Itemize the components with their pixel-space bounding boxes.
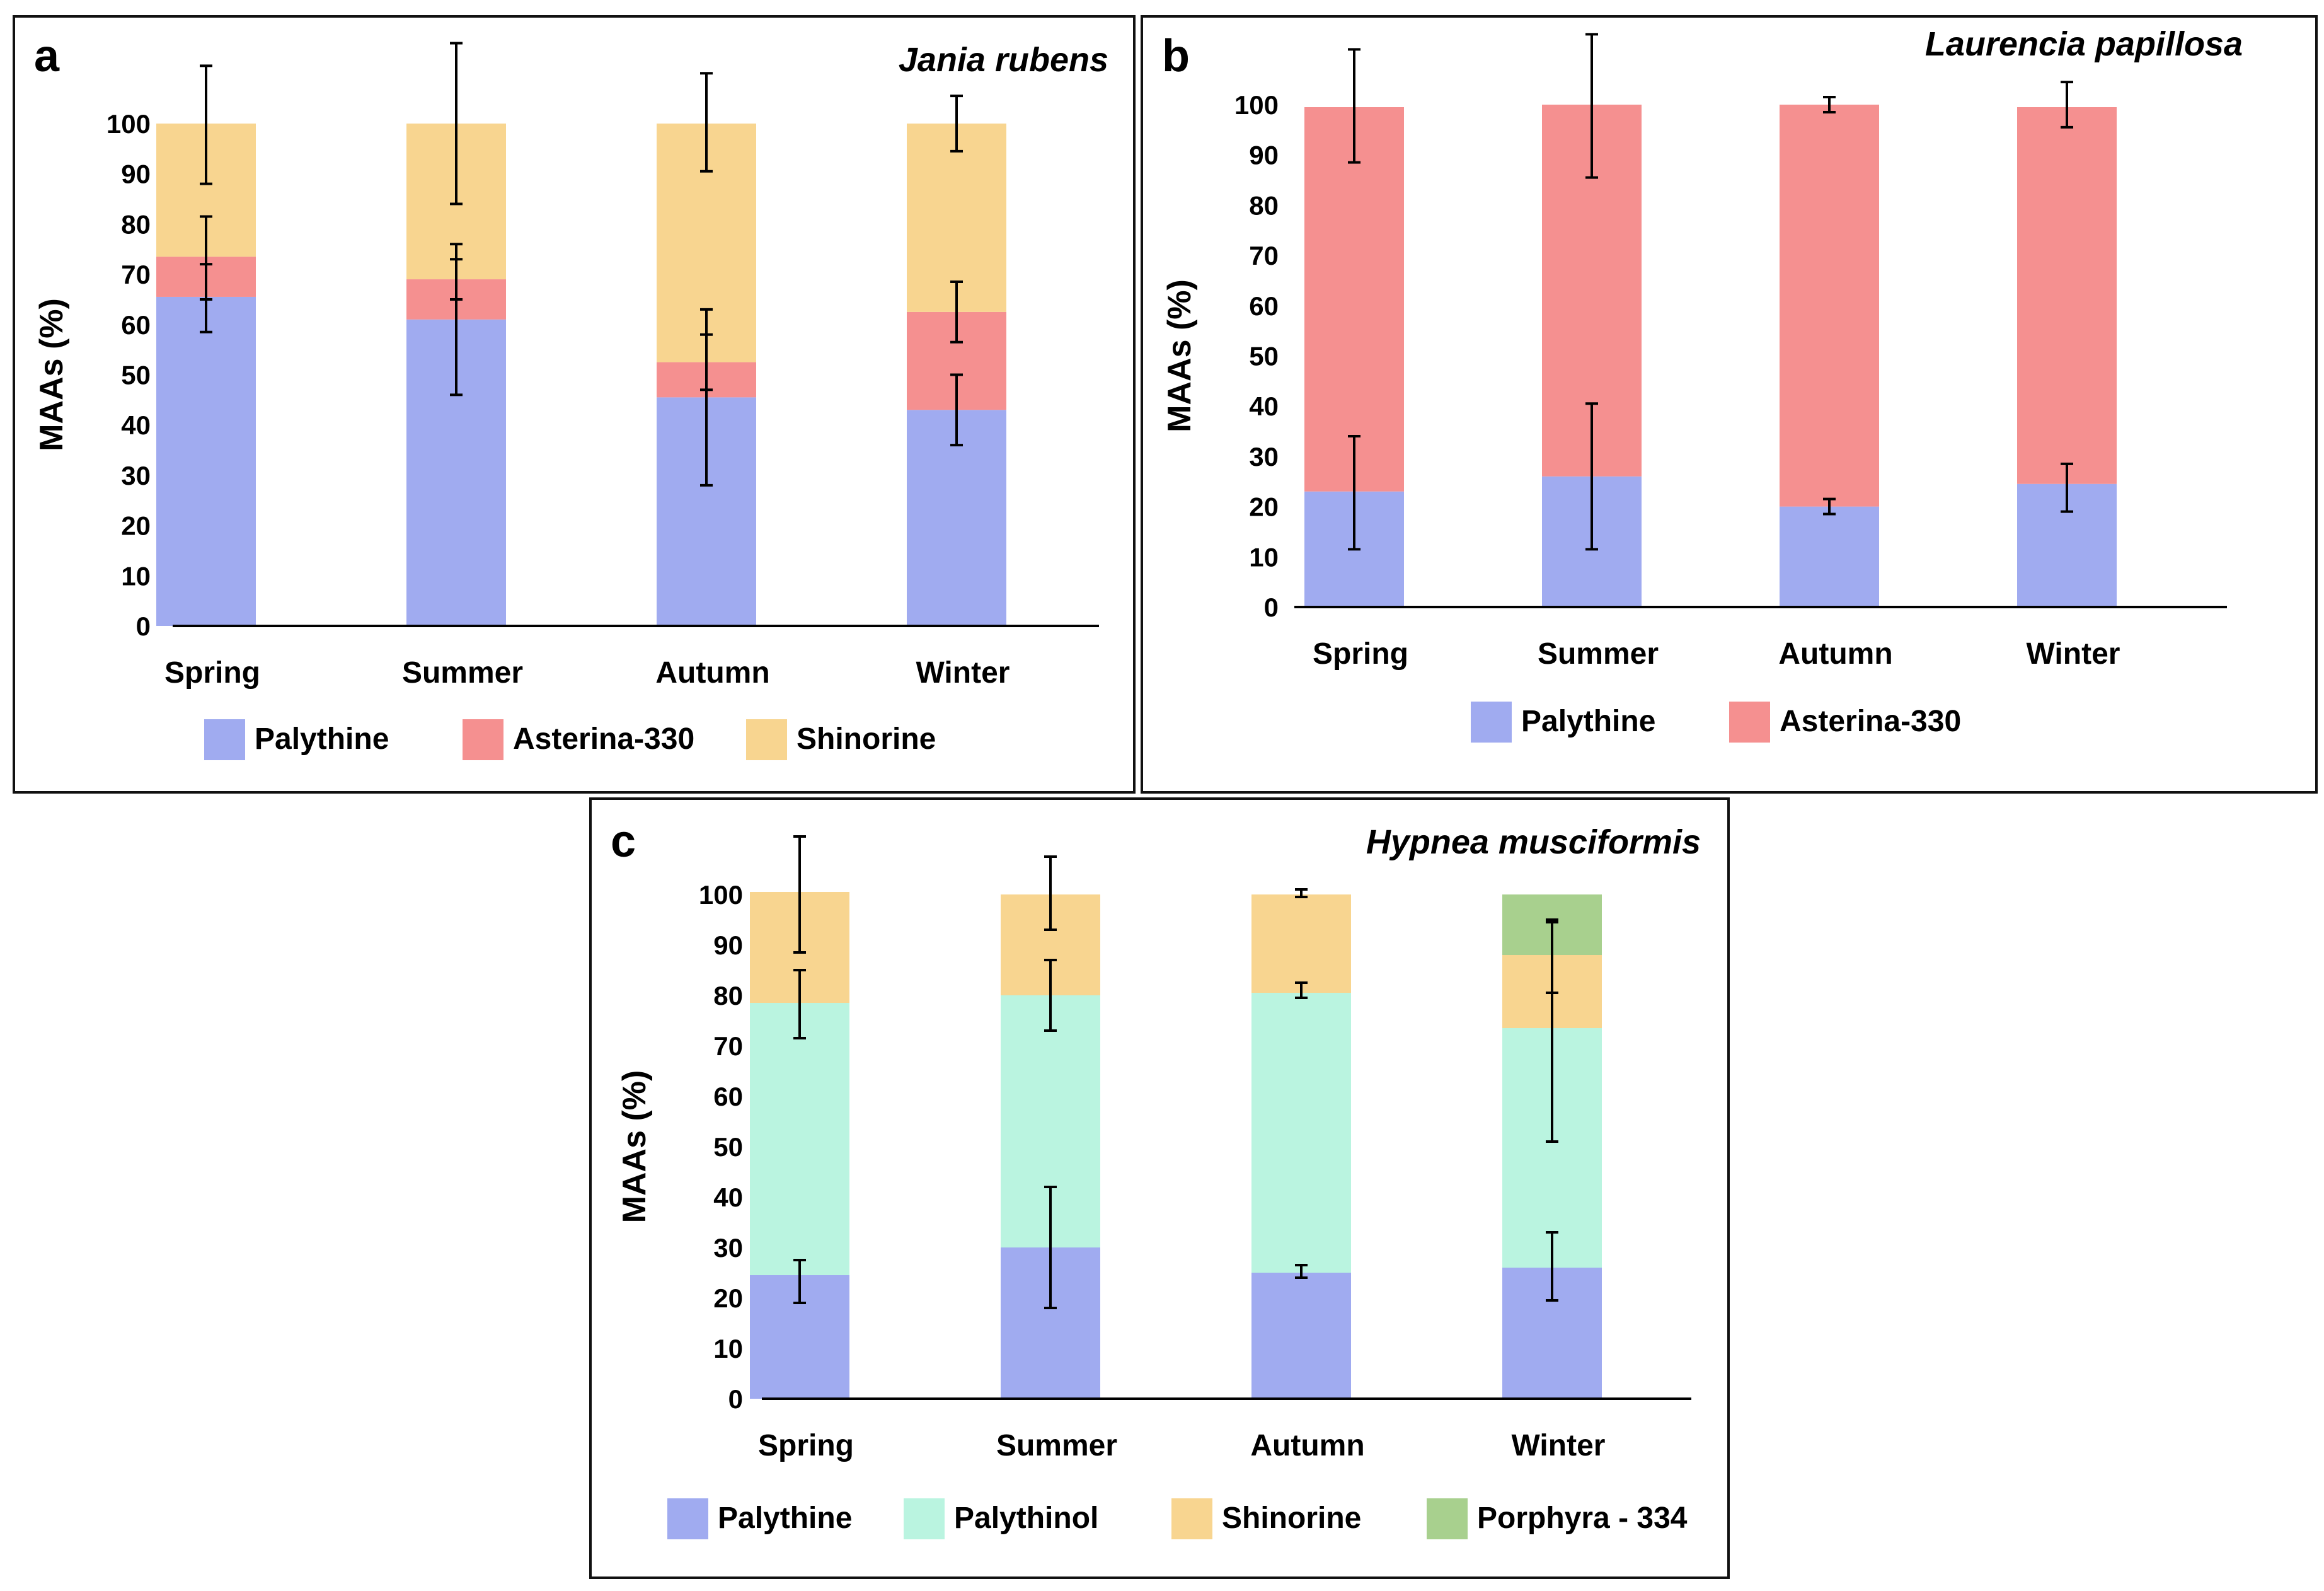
y-tick-label: 10 bbox=[1249, 542, 1279, 572]
legend-label-palythinol: Palythinol bbox=[954, 1501, 1098, 1535]
y-tick-label: 70 bbox=[121, 260, 151, 289]
legend-swatch-palythine bbox=[1471, 702, 1512, 743]
y-tick-label: 100 bbox=[106, 109, 151, 139]
y-tick-label: 90 bbox=[713, 930, 743, 960]
y-tick-label: 80 bbox=[713, 981, 743, 1010]
legend-swatch-palythine bbox=[667, 1498, 708, 1539]
y-tick-label: 80 bbox=[1249, 190, 1279, 220]
y-tick-label: 100 bbox=[1234, 90, 1279, 120]
x-tick-label-autumn: Autumn bbox=[1778, 637, 1892, 671]
y-tick-label: 70 bbox=[713, 1031, 743, 1061]
y-tick-label: 0 bbox=[1264, 593, 1279, 622]
y-tick-label: 60 bbox=[1249, 291, 1279, 321]
legend-label-palythine: Palythine bbox=[718, 1501, 852, 1535]
legend-label-shinorine: Shinorine bbox=[797, 722, 936, 756]
x-tick-label-winter: Winter bbox=[2027, 637, 2120, 671]
y-axis-title: MAAs (%) bbox=[1161, 279, 1198, 432]
panel-letter-c: c bbox=[611, 816, 636, 867]
x-tick-label-winter: Winter bbox=[1512, 1429, 1606, 1462]
y-tick-label: 40 bbox=[121, 410, 151, 440]
y-tick-label: 90 bbox=[121, 159, 151, 189]
legend-swatch-shinorine bbox=[746, 719, 787, 760]
chart-panel-c: c Hypnea musciformis MAAs (%) 0 10 20 30 40 50 60… bbox=[589, 797, 1730, 1579]
bar-palythinol-autumn bbox=[1251, 993, 1351, 1273]
legend-swatch-palythine bbox=[204, 719, 245, 760]
bar-palythinol-spring bbox=[750, 1003, 849, 1275]
bar-palythine-spring bbox=[156, 296, 256, 627]
y-tick-label: 30 bbox=[121, 461, 151, 490]
bar-asterina-330-winter bbox=[2017, 107, 2117, 484]
legend-label-asterina-330: Asterina-330 bbox=[513, 722, 694, 756]
legend-swatch-porphyra-334 bbox=[1427, 1498, 1468, 1539]
legend-label-asterina-330: Asterina-330 bbox=[1780, 705, 1961, 738]
y-tick-label: 90 bbox=[1249, 141, 1279, 170]
y-tick-label: 20 bbox=[121, 511, 151, 541]
x-tick-label-summer: Summer bbox=[1538, 637, 1659, 671]
x-tick-label-spring: Spring bbox=[164, 656, 260, 690]
bar-asterina-330-autumn bbox=[1780, 105, 1879, 507]
chart-panel-b: b Laurencia papillosa MAAs (%) 0 10 20 30 40 50 6… bbox=[1141, 15, 2318, 794]
chart-title: Hypnea musciformis bbox=[1366, 823, 1701, 861]
y-tick-label: 10 bbox=[121, 561, 151, 591]
x-tick-label-autumn: Autumn bbox=[1250, 1429, 1364, 1462]
legend-label-palythine: Palythine bbox=[255, 722, 389, 756]
chart-title: Jania rubens bbox=[899, 41, 1108, 79]
legend-label-shinorine: Shinorine bbox=[1222, 1501, 1361, 1535]
legend-swatch-asterina-330 bbox=[1729, 702, 1770, 743]
x-tick-label-spring: Spring bbox=[758, 1429, 854, 1462]
x-tick-label-winter: Winter bbox=[916, 656, 1010, 690]
legend-swatch-asterina-330 bbox=[463, 719, 503, 760]
x-tick-label-summer: Summer bbox=[402, 656, 523, 690]
chart-c-svg: c Hypnea musciformis MAAs (%) 0 10 20 30 40 50 60… bbox=[611, 816, 1701, 1539]
y-tick-label: 20 bbox=[713, 1283, 743, 1313]
y-tick-label: 70 bbox=[1249, 241, 1279, 270]
panel-letter-a: a bbox=[34, 31, 60, 81]
chart-title: Laurencia papillosa bbox=[1925, 25, 2243, 63]
y-tick-label: 100 bbox=[699, 880, 743, 910]
x-tick-label-summer: Summer bbox=[996, 1429, 1117, 1462]
legend-label-porphyra-334: Porphyra - 334 bbox=[1477, 1501, 1688, 1535]
y-tick-label: 30 bbox=[713, 1233, 743, 1263]
bar-asterina-330-spring bbox=[1304, 107, 1404, 492]
y-axis-title: MAAs (%) bbox=[33, 298, 70, 451]
bar-palythine-autumn bbox=[1251, 1273, 1351, 1399]
chart-a-svg: a Jania rubens MAAs (%) 0 10 20 30 40 50 60 70 80 90… bbox=[33, 31, 1108, 760]
y-axis-title: MAAs (%) bbox=[616, 1070, 653, 1224]
legend-swatch-palythinol bbox=[904, 1498, 945, 1539]
y-tick-label: 0 bbox=[728, 1384, 743, 1414]
y-tick-label: 50 bbox=[121, 361, 151, 390]
chart-panel-a: a Jania rubens MAAs (%) 0 10 20 30 40 50 60 70 80 90… bbox=[13, 15, 1136, 794]
chart-b-svg: b Laurencia papillosa MAAs (%) 0 10 20 30 40 50 6… bbox=[1161, 25, 2243, 743]
y-tick-label: 10 bbox=[713, 1334, 743, 1363]
bar-palythine-autumn bbox=[1780, 506, 1879, 607]
y-tick-label: 0 bbox=[136, 611, 151, 641]
y-tick-label: 40 bbox=[1249, 391, 1279, 421]
y-tick-label: 30 bbox=[1249, 442, 1279, 472]
y-tick-label: 60 bbox=[121, 310, 151, 340]
x-tick-label-autumn: Autumn bbox=[655, 656, 769, 690]
y-tick-label: 50 bbox=[1249, 342, 1279, 371]
y-tick-label: 20 bbox=[1249, 492, 1279, 522]
y-tick-label: 50 bbox=[713, 1132, 743, 1162]
x-tick-label-spring: Spring bbox=[1313, 637, 1408, 671]
bar-shinorine-autumn bbox=[1251, 894, 1351, 993]
y-tick-label: 80 bbox=[121, 209, 151, 239]
y-tick-label: 40 bbox=[713, 1183, 743, 1212]
legend-swatch-shinorine bbox=[1171, 1498, 1212, 1539]
legend-label-palythine: Palythine bbox=[1521, 705, 1655, 738]
y-tick-label: 60 bbox=[713, 1082, 743, 1111]
panel-letter-b: b bbox=[1162, 31, 1190, 81]
